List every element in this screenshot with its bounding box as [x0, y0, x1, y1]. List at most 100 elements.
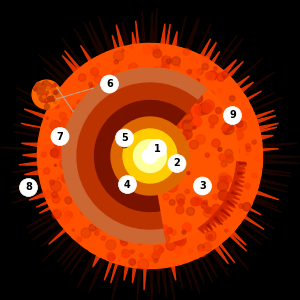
Circle shape: [85, 197, 88, 200]
Circle shape: [243, 202, 251, 211]
Polygon shape: [230, 185, 243, 191]
Circle shape: [217, 73, 225, 81]
Circle shape: [105, 193, 112, 201]
Circle shape: [130, 46, 134, 49]
Circle shape: [139, 202, 146, 209]
Circle shape: [134, 68, 137, 71]
Polygon shape: [11, 167, 41, 172]
Circle shape: [80, 128, 86, 135]
Circle shape: [233, 163, 241, 170]
Circle shape: [51, 128, 69, 146]
Circle shape: [217, 88, 222, 94]
Circle shape: [172, 123, 179, 129]
Polygon shape: [216, 209, 227, 219]
Circle shape: [152, 220, 157, 225]
Polygon shape: [26, 209, 56, 228]
Polygon shape: [214, 217, 222, 225]
Circle shape: [222, 136, 232, 145]
Circle shape: [193, 126, 196, 129]
Circle shape: [50, 149, 59, 158]
Circle shape: [229, 96, 235, 101]
Text: 4: 4: [124, 179, 131, 190]
Circle shape: [218, 180, 228, 191]
Circle shape: [180, 116, 190, 125]
Circle shape: [202, 100, 214, 112]
Circle shape: [42, 82, 46, 86]
Circle shape: [114, 178, 117, 182]
Polygon shape: [18, 114, 46, 124]
Polygon shape: [256, 178, 288, 186]
Circle shape: [50, 119, 54, 123]
Circle shape: [190, 100, 200, 110]
Circle shape: [54, 91, 58, 94]
Circle shape: [78, 74, 86, 81]
Circle shape: [145, 133, 152, 139]
Circle shape: [185, 211, 190, 216]
Polygon shape: [49, 227, 68, 244]
Circle shape: [173, 85, 180, 91]
Polygon shape: [64, 50, 82, 72]
Circle shape: [182, 206, 187, 212]
Circle shape: [61, 215, 69, 224]
Polygon shape: [213, 35, 237, 68]
Circle shape: [170, 199, 174, 203]
Circle shape: [201, 56, 209, 64]
Circle shape: [183, 102, 186, 105]
Circle shape: [178, 65, 180, 67]
Circle shape: [172, 114, 181, 122]
Circle shape: [194, 93, 197, 96]
Circle shape: [122, 142, 127, 146]
Circle shape: [133, 163, 142, 173]
Circle shape: [61, 173, 71, 183]
Circle shape: [203, 184, 205, 187]
Circle shape: [204, 205, 206, 208]
Circle shape: [141, 74, 146, 79]
Circle shape: [211, 209, 217, 215]
Circle shape: [109, 187, 117, 194]
Polygon shape: [62, 240, 82, 265]
Circle shape: [58, 128, 61, 131]
Circle shape: [187, 207, 194, 215]
Circle shape: [153, 236, 158, 241]
Polygon shape: [208, 246, 229, 276]
Circle shape: [50, 148, 59, 157]
Polygon shape: [104, 258, 114, 280]
Circle shape: [209, 193, 219, 202]
Circle shape: [117, 85, 124, 92]
Circle shape: [183, 130, 192, 139]
Circle shape: [69, 153, 77, 161]
Text: 8: 8: [25, 182, 32, 193]
Circle shape: [38, 93, 41, 97]
Circle shape: [202, 103, 212, 113]
Circle shape: [232, 170, 239, 176]
Polygon shape: [74, 28, 95, 63]
Circle shape: [218, 147, 222, 151]
Circle shape: [213, 194, 218, 200]
Circle shape: [190, 197, 199, 206]
Wedge shape: [62, 68, 206, 244]
Circle shape: [189, 69, 199, 79]
Circle shape: [121, 139, 131, 149]
Circle shape: [137, 237, 144, 244]
Circle shape: [94, 231, 99, 236]
Circle shape: [56, 93, 61, 98]
Polygon shape: [166, 24, 170, 48]
Circle shape: [221, 126, 226, 131]
Circle shape: [214, 67, 217, 70]
Circle shape: [196, 198, 202, 204]
Circle shape: [132, 222, 137, 226]
Polygon shape: [207, 224, 212, 230]
Circle shape: [181, 144, 188, 151]
Polygon shape: [171, 31, 177, 50]
Circle shape: [161, 196, 167, 202]
Polygon shape: [250, 198, 282, 212]
Circle shape: [77, 100, 83, 106]
Circle shape: [192, 93, 203, 104]
Circle shape: [65, 197, 72, 204]
Polygon shape: [235, 223, 261, 244]
Circle shape: [82, 148, 90, 156]
Circle shape: [116, 158, 128, 169]
Circle shape: [154, 224, 159, 230]
Circle shape: [113, 147, 125, 159]
Circle shape: [138, 81, 143, 87]
